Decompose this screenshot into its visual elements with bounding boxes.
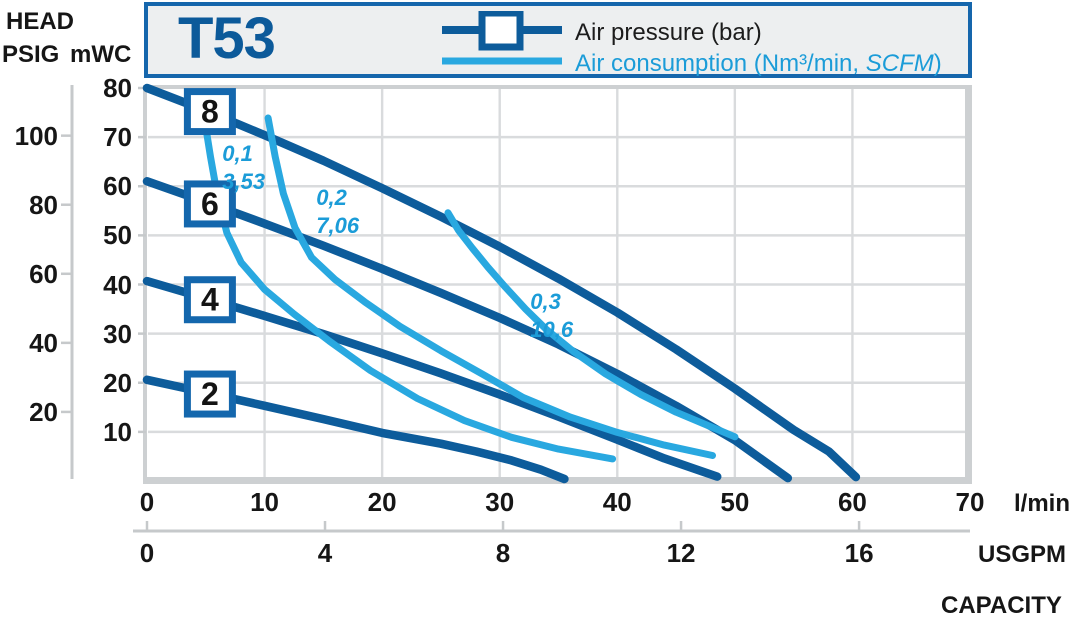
header-box: T53 Air pressure (bar) Air consumption (… bbox=[144, 2, 972, 78]
lmin-unit-label: l/min bbox=[1014, 490, 1071, 517]
consumption-label-line: 10,6 bbox=[530, 316, 574, 342]
consumption-label-line: 7,06 bbox=[316, 212, 360, 238]
pressure-badge-value-4: 4 bbox=[201, 282, 219, 318]
psig-tick-label: 40 bbox=[29, 327, 58, 358]
lmin-tick-label: 10 bbox=[250, 487, 280, 517]
lmin-tick-label: 0 bbox=[139, 487, 155, 517]
consumption-curve-label-consumption-01: 0,1 3,53 bbox=[222, 140, 265, 196]
mwc-tick-label: 80 bbox=[103, 73, 132, 103]
lmin-tick-label: 50 bbox=[720, 487, 750, 517]
capacity-label: CAPACITY bbox=[941, 592, 1062, 619]
legend-consumption-close: ) bbox=[933, 50, 942, 77]
usgpm-tick-label: 16 bbox=[844, 538, 874, 568]
usgpm-tick-label: 0 bbox=[139, 538, 155, 568]
psig-axis-title: PSIG bbox=[2, 41, 60, 68]
head-axis-title: HEAD bbox=[6, 8, 75, 35]
curve-consumption-03 bbox=[444, 209, 739, 441]
lmin-tick-label: 70 bbox=[955, 487, 985, 517]
usgpm-tick-label: 4 bbox=[317, 538, 333, 568]
pressure-badge-value-2: 2 bbox=[201, 376, 219, 412]
mwc-axis-title: mWC bbox=[70, 41, 132, 68]
psig-tick-label: 60 bbox=[29, 258, 58, 289]
pressure-badge-value-6: 6 bbox=[201, 186, 219, 222]
mwc-tick-label: 60 bbox=[103, 171, 132, 202]
pressure-badge-value-8: 8 bbox=[201, 94, 219, 130]
curve-pressure-6bar bbox=[142, 177, 793, 483]
psig-tick-label: 20 bbox=[29, 396, 58, 427]
usgpm-tick-label: 8 bbox=[495, 538, 511, 568]
consumption-curve-label-consumption-03: 0,3 10,6 bbox=[530, 288, 573, 344]
pressure-square-symbol bbox=[478, 11, 524, 51]
mwc-tick-label: 20 bbox=[103, 367, 132, 398]
legend-consumption-label: Air consumption (Nm³/min, SCFM) bbox=[575, 50, 942, 78]
lmin-tick-label: 30 bbox=[485, 487, 515, 517]
model-title: T53 bbox=[178, 6, 276, 71]
legend-consumption-scfm: SCFM bbox=[865, 50, 934, 77]
curve-pressure-4bar bbox=[142, 276, 722, 481]
legend-consumption-text: Air consumption (Nm³/min, bbox=[575, 50, 866, 77]
lmin-tick-label: 60 bbox=[837, 487, 867, 517]
consumption-label-line: 3,53 bbox=[222, 169, 266, 195]
pressure-badge-4 bbox=[183, 276, 236, 324]
curve-consumption-02 bbox=[264, 114, 716, 459]
usgpm-unit-label: USGPM bbox=[978, 541, 1067, 568]
pressure-badge-6 bbox=[183, 180, 236, 228]
legend-symbols bbox=[442, 11, 562, 65]
mwc-tick-label: 40 bbox=[103, 269, 132, 300]
mwc-tick-label: 30 bbox=[103, 318, 132, 349]
legend-pressure-label: Air pressure (bar) bbox=[575, 19, 762, 46]
mwc-tick-label: 70 bbox=[103, 122, 132, 153]
pressure-badge-2 bbox=[183, 370, 236, 418]
pressure-badge-8 bbox=[183, 88, 236, 136]
consumption-label-line: 0,3 bbox=[530, 288, 561, 314]
psig-tick-label: 80 bbox=[29, 189, 58, 220]
lmin-tick-label: 20 bbox=[367, 487, 397, 517]
usgpm-tick-label: 12 bbox=[666, 538, 696, 568]
mwc-tick-label: 50 bbox=[103, 220, 132, 251]
consumption-label-line: 0,1 bbox=[222, 141, 253, 167]
psig-tick-label: 100 bbox=[14, 120, 58, 151]
consumption-curve-label-consumption-02: 0,2 7,06 bbox=[316, 184, 359, 240]
lmin-tick-label: 40 bbox=[602, 487, 632, 517]
consumption-label-line: 0,2 bbox=[316, 184, 347, 210]
mwc-tick-label: 10 bbox=[103, 416, 132, 447]
